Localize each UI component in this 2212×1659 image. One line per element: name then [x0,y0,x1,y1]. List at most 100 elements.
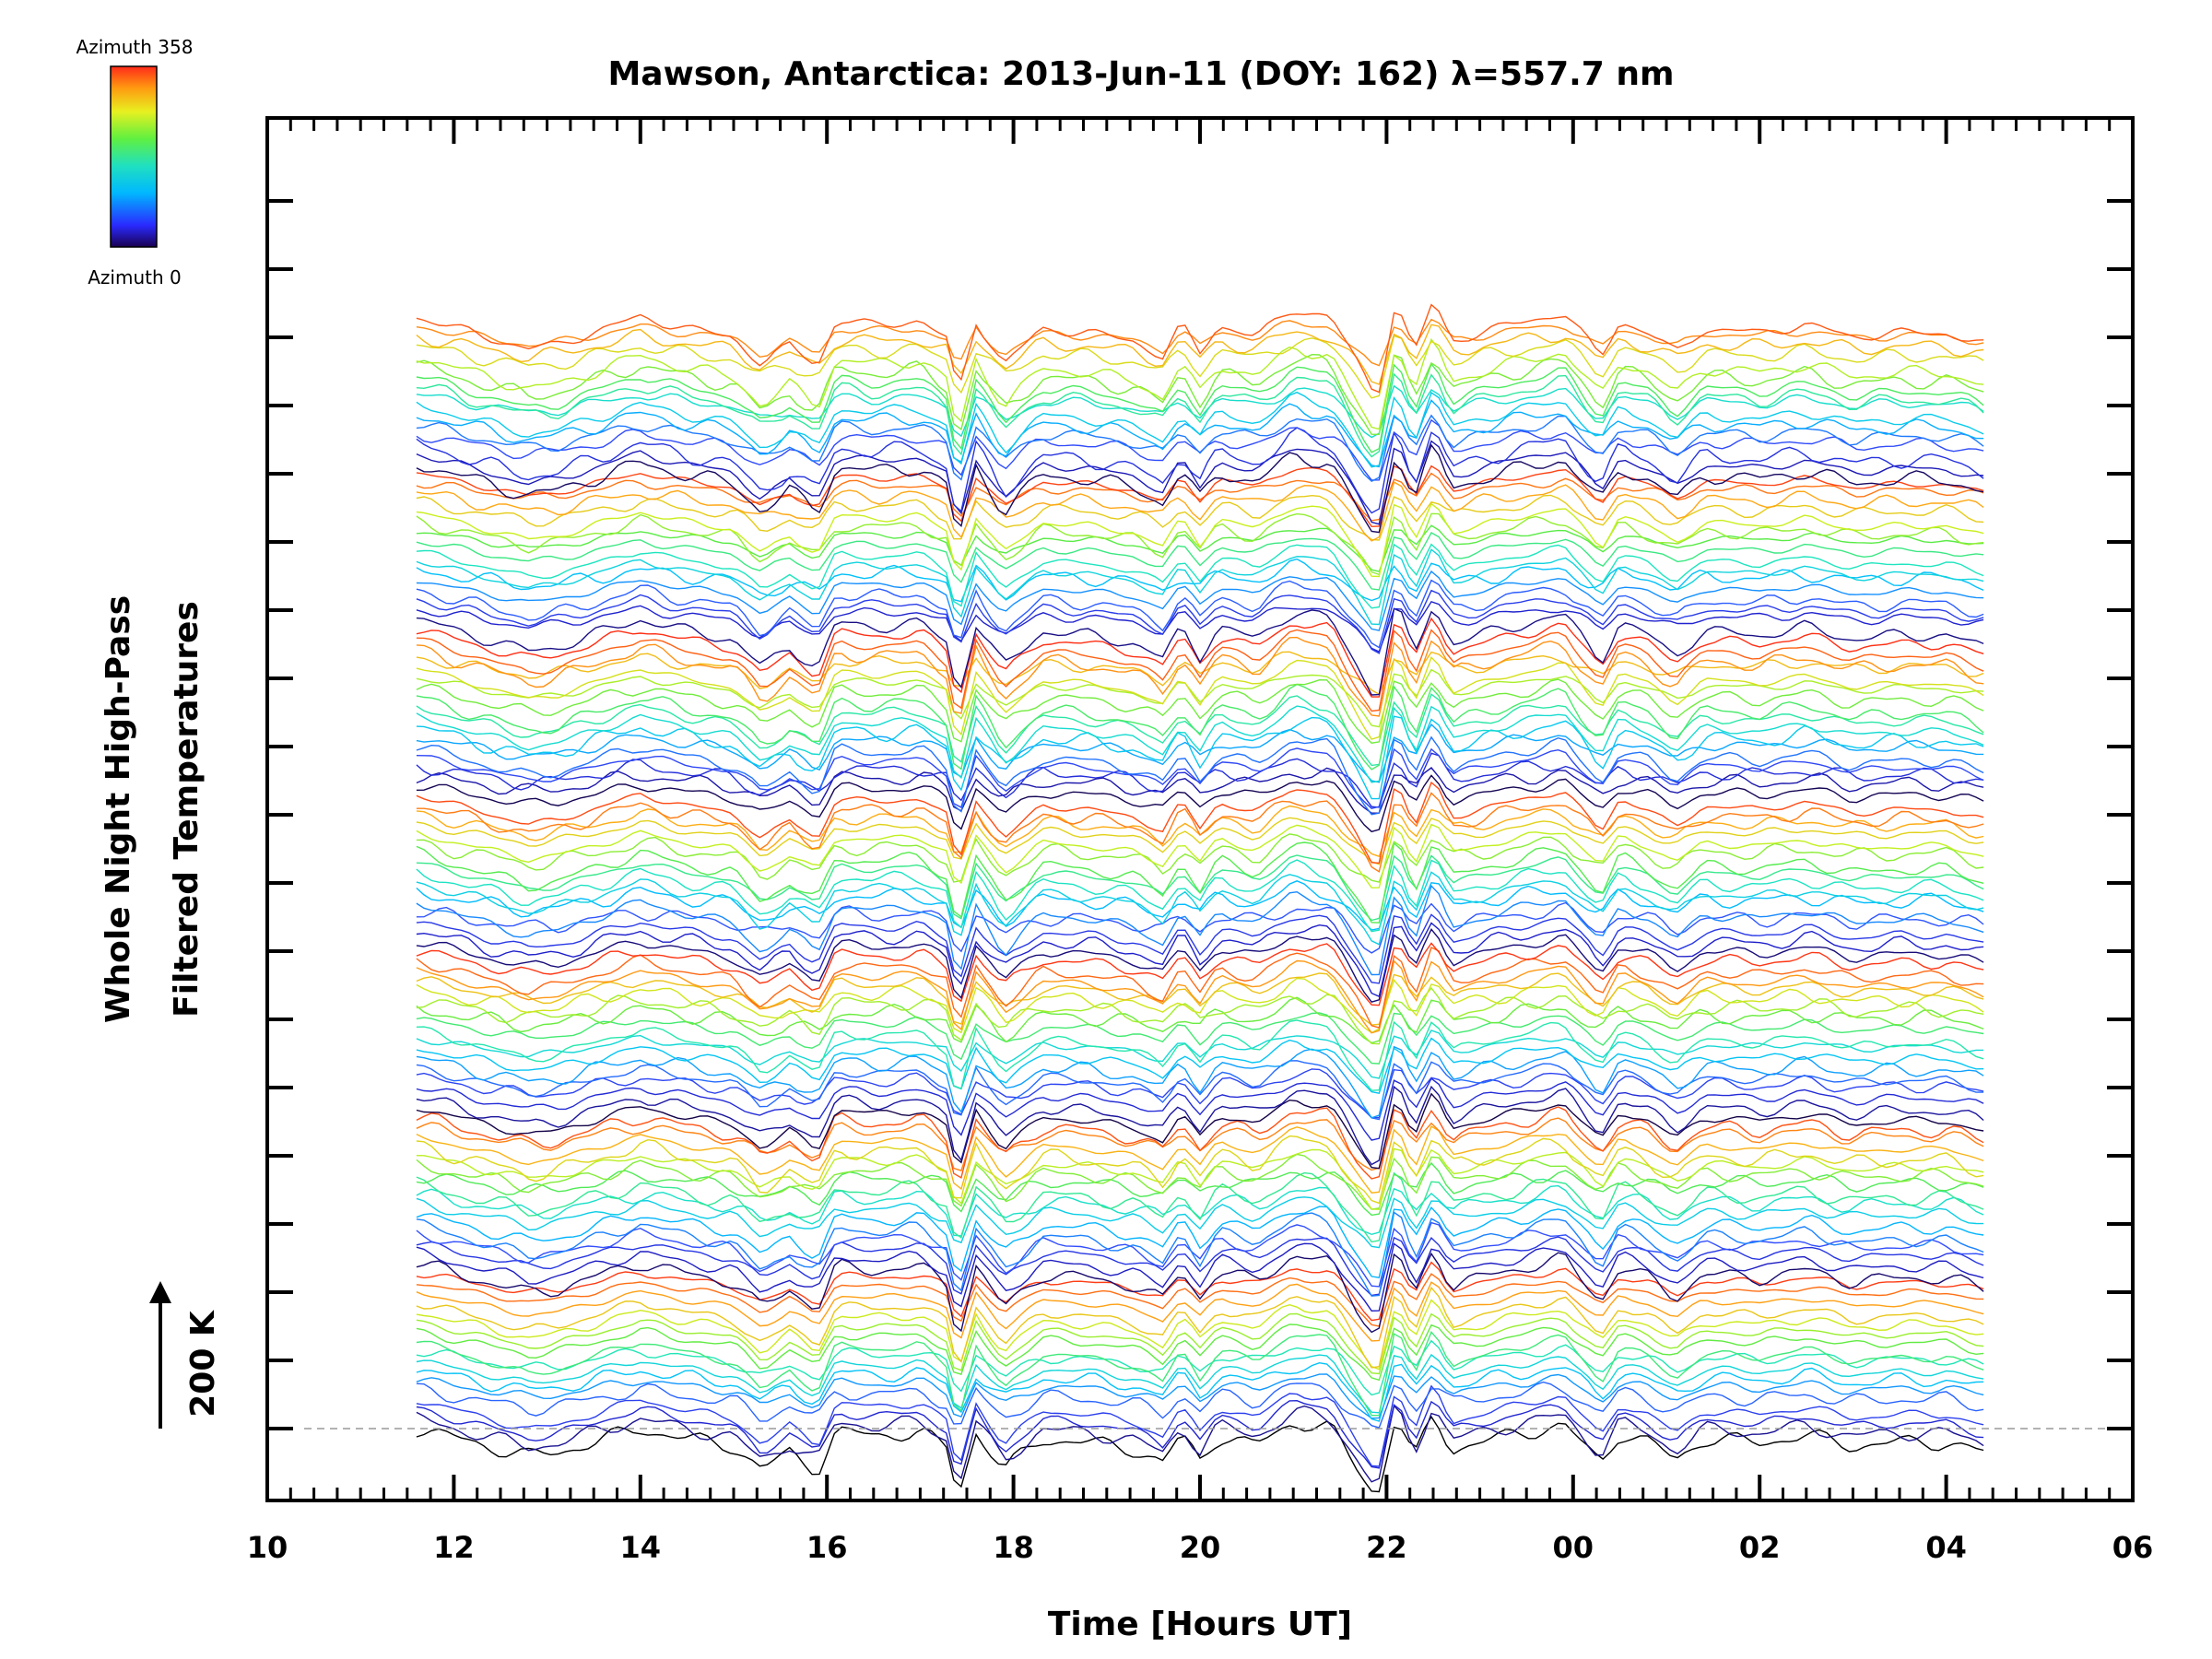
series-line [416,823,1984,888]
x-tick-label: 10 [247,1530,288,1565]
x-tick-label: 20 [1180,1530,1221,1565]
series-line [416,440,1984,525]
series-line [416,1019,1984,1091]
x-tick-label: 04 [1925,1530,1967,1565]
series-line [416,1106,1984,1180]
series-line [416,372,1984,458]
series-line [416,465,1984,528]
series-line [416,1281,1984,1342]
series-line [416,859,1984,933]
series-line [416,1211,1984,1297]
series-line [416,880,1984,931]
series-line [416,1135,1984,1205]
x-tick-label: 22 [1366,1530,1407,1565]
series-layer [416,303,1984,1493]
series-line [416,502,1984,578]
series-line [416,1312,1984,1375]
series-line [416,922,1984,998]
series-line [416,1273,1984,1327]
series-line [416,884,1984,976]
x-tick-label: 06 [2112,1530,2154,1565]
x-tick-label: 16 [806,1530,848,1565]
series-line [416,1286,1984,1369]
series-line [416,1261,1984,1322]
series-line [416,1077,1984,1141]
series-line [416,337,1984,430]
series-line [416,651,1984,696]
scale-bar-label: 200 K [184,1310,222,1418]
series-line [416,1373,1984,1419]
series-line [416,524,1984,572]
series-line [416,1060,1984,1121]
plot-frame [265,116,2135,1502]
series-line [416,913,1984,984]
series-line [416,324,1984,385]
x-tick-label: 12 [433,1530,475,1565]
series-line [416,303,1984,394]
series-line [416,1161,1984,1217]
series-line [416,384,1984,439]
series-line [416,558,1984,603]
series-line [416,1330,1984,1417]
series-line [416,1206,1984,1278]
series-line [416,472,1984,522]
series-line [416,668,1984,728]
series-line [416,977,1984,1034]
series-line [416,391,1984,468]
series-line [416,833,1984,883]
series-line [416,1252,1984,1334]
series-line [416,942,1984,1006]
series-line [416,705,1984,783]
x-tick-label: 18 [993,1530,1034,1565]
series-line [416,362,1984,453]
series-line [416,1153,1984,1210]
x-tick-label: 02 [1739,1530,1781,1565]
series-line [416,570,1984,631]
series-line [416,656,1984,740]
series-line [416,494,1984,541]
series-line [416,792,1984,873]
series-line [416,1324,1984,1382]
series-line [416,318,1984,367]
series-line [416,1415,1984,1493]
series-line [416,959,1984,1034]
series-line [416,735,1984,816]
series-line [416,901,1984,954]
series-line [416,1339,1984,1396]
series-line [416,1381,1984,1429]
series-line [416,607,1984,696]
series-line [416,1384,1984,1467]
series-line [416,532,1984,591]
series-line [416,629,1984,712]
series-line [416,1399,1984,1469]
series-line [416,927,1984,1004]
y-ticks [267,199,2133,1430]
series-line [416,723,1984,783]
series-line [416,600,1984,653]
series-line [416,1147,1984,1210]
series-line [416,481,1984,542]
series-line [416,1092,1984,1170]
series-line [416,579,1984,649]
series-line [416,678,1984,744]
colorbar-bottom-label: Azimuth 0 [88,266,182,288]
series-line [416,841,1984,924]
series-line [416,1221,1984,1288]
x-ticks: 10 12 14 16 18 20 22 00 02 04 06 [247,118,2154,1565]
scale-bar [149,1281,171,1429]
series-line [416,589,1984,654]
series-line [416,972,1984,1026]
series-line [416,636,1984,717]
series-line [416,1236,1984,1297]
series-line [416,1030,1984,1079]
series-line [416,1299,1984,1371]
series-line [416,781,1984,865]
x-tick-label: 14 [620,1530,662,1565]
colorbar [110,65,158,248]
series-line [416,986,1984,1045]
series-line [416,871,1984,946]
series-line [416,443,1984,534]
series-line [416,1037,1984,1095]
series-line [416,715,1984,800]
